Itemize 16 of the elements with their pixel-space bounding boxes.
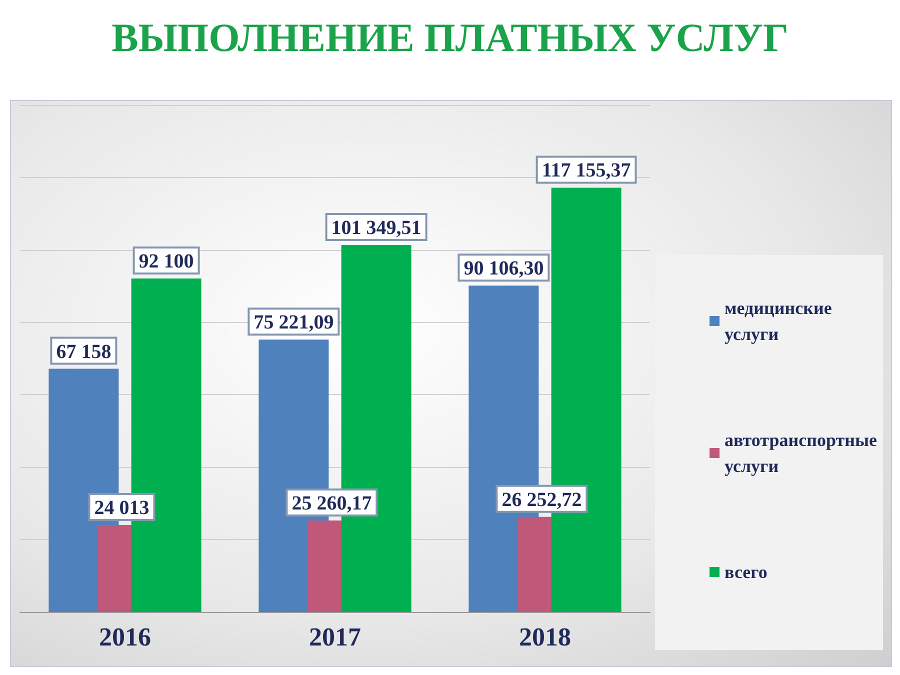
data-label: 67 158 [56,340,112,363]
data-label: 92 100 [138,250,194,272]
data-label: 117 155,37 [542,160,631,182]
data-label: 25 260,17 [292,492,372,515]
chart-title: ВЫПОЛНЕНИЕ ПЛАТНЫХ УСЛУГ [110,14,790,61]
data-label: 26 252,72 [502,488,582,511]
data-label: 101 349,51 [331,216,422,239]
data-label: 24 013 [94,497,150,520]
data-label: 90 106,30 [464,258,544,280]
data-label: 75 221,09 [254,312,334,334]
x-tick-label: 2017 [309,622,361,652]
legend-label: автотранспортные услуги [724,430,878,476]
legend-label: медицинские услуги [724,298,832,344]
legend-label: всего [724,562,768,582]
x-tick-label: 2018 [519,622,571,652]
x-tick-label: 2016 [99,622,151,652]
